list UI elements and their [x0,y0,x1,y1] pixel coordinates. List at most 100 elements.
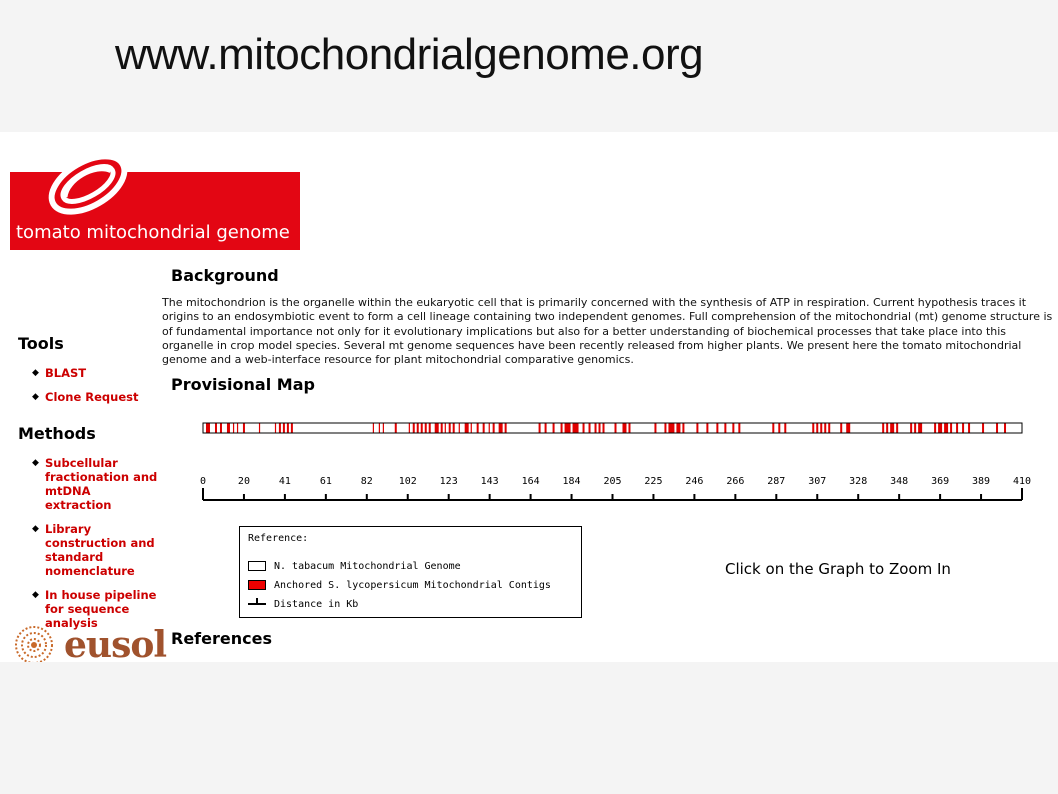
contig-segment[interactable] [378,423,380,433]
contig-segment[interactable] [464,423,469,433]
contig-segment[interactable] [434,423,439,433]
contig-segment[interactable] [448,423,451,433]
methods-item-pipeline[interactable]: ◆ In house pipeline for sequence analysis [32,588,157,630]
contig-segment[interactable] [452,423,455,433]
eusol-logo[interactable]: eusol [8,624,167,662]
contig-segment[interactable] [488,423,490,433]
reference-legend: Reference: N. tabacum Mitochondrial Geno… [239,526,582,618]
contig-segment[interactable] [716,423,719,433]
contig-segment[interactable] [232,423,235,433]
contig-segment[interactable] [564,423,571,433]
contig-segment[interactable] [1004,423,1007,433]
contig-segment[interactable] [914,423,917,433]
contig-segment[interactable] [962,423,965,433]
contig-segment[interactable] [492,423,495,433]
contig-segment[interactable] [724,423,727,433]
contig-segment[interactable] [816,423,819,433]
tools-item-clone-request[interactable]: ◆ Clone Request [32,390,139,404]
contig-segment[interactable] [219,423,222,433]
contig-segment[interactable] [654,423,657,433]
contig-segment[interactable] [588,423,591,433]
contig-segment[interactable] [918,423,923,433]
contig-segment[interactable] [582,423,585,433]
contig-segment[interactable] [732,423,735,433]
contig-segment[interactable] [424,423,427,433]
contig-segment[interactable] [372,423,374,433]
contig-segment[interactable] [205,423,210,433]
methods-item-library-construction[interactable]: ◆ Library construction and standard nomen… [32,522,155,578]
contig-segment[interactable] [664,423,667,433]
contig-segment[interactable] [778,423,781,433]
contig-segment[interactable] [482,423,485,433]
contig-segment[interactable] [956,423,959,433]
contig-segment[interactable] [214,423,217,433]
contig-segment[interactable] [258,423,261,433]
contig-segment[interactable] [282,423,285,433]
contig-segment[interactable] [738,423,741,433]
contig-segment[interactable] [560,423,563,433]
contig-segment[interactable] [824,423,827,433]
contig-segment[interactable] [622,423,627,433]
contig-segment[interactable] [598,423,601,433]
contig-segment[interactable] [934,423,937,433]
contig-segment[interactable] [982,423,985,433]
contig-segment[interactable] [416,423,419,433]
provisional-map-graph[interactable]: 0 20 41 61 82 102 123 143 164 184 205 225 246 266 287 3… [190,416,1040,506]
contig-segment[interactable] [896,423,899,433]
contig-segment[interactable] [470,423,472,433]
contig-segment[interactable] [950,423,953,433]
contig-segment[interactable] [408,423,410,433]
contig-segment[interactable] [886,423,889,433]
contig-segment[interactable] [242,423,245,433]
contig-segment[interactable] [628,423,631,433]
contig-segment[interactable] [594,423,597,433]
contig-segment[interactable] [846,423,851,433]
contig-segment[interactable] [440,423,443,433]
contig-segment[interactable] [828,423,831,433]
contig-segment[interactable] [996,423,999,433]
contig-segment[interactable] [944,423,949,433]
contig-segment[interactable] [614,423,617,433]
contig-segment[interactable] [286,423,289,433]
contig-segment[interactable] [504,423,507,433]
contig-segment[interactable] [668,423,675,433]
contig-segment[interactable] [840,423,843,433]
contig-segment[interactable] [394,423,397,433]
tools-item-blast[interactable]: ◆ BLAST [32,366,87,380]
contig-segment[interactable] [968,423,971,433]
contig-segment[interactable] [890,423,895,433]
contig-segment[interactable] [682,423,685,433]
contig-segment[interactable] [236,423,239,433]
contig-segment[interactable] [412,423,415,433]
contig-segment[interactable] [278,423,281,433]
contig-segment[interactable] [938,423,943,433]
contig-segment[interactable] [498,423,503,433]
contig-segment[interactable] [538,423,541,433]
contig-segment[interactable] [274,423,277,433]
contig-segment[interactable] [420,423,423,433]
contig-segment[interactable] [226,423,230,433]
contig-segment[interactable] [428,423,431,433]
contig-segment[interactable] [696,423,699,433]
contig-segment[interactable] [820,423,823,433]
contig-segment[interactable] [812,423,815,433]
diamond-bullet-icon: ◆ [32,524,39,534]
tomato-mitochondrial-genome-logo[interactable]: tomato mitochondrial genome [10,140,300,250]
contig-segment[interactable] [602,423,605,433]
contig-segment[interactable] [290,423,293,433]
contig-segment[interactable] [572,423,579,433]
contig-segment[interactable] [552,423,555,433]
contig-segment[interactable] [882,423,885,433]
contig-segment[interactable] [784,423,787,433]
contig-segment[interactable] [544,423,547,433]
contig-segment[interactable] [706,423,709,433]
contig-segment[interactable] [382,423,384,433]
contig-segment[interactable] [444,423,446,433]
methods-item-subcellular-fractionation[interactable]: ◆ Subcellular fractionation and mtDNA ext… [32,456,158,512]
contig-segment[interactable] [910,423,913,433]
contig-segment[interactable] [676,423,681,433]
contig-segment[interactable] [458,423,460,433]
contig-segment[interactable] [772,423,775,433]
contig-segment[interactable] [476,423,479,433]
tabacum-genome-bar [202,422,1023,434]
